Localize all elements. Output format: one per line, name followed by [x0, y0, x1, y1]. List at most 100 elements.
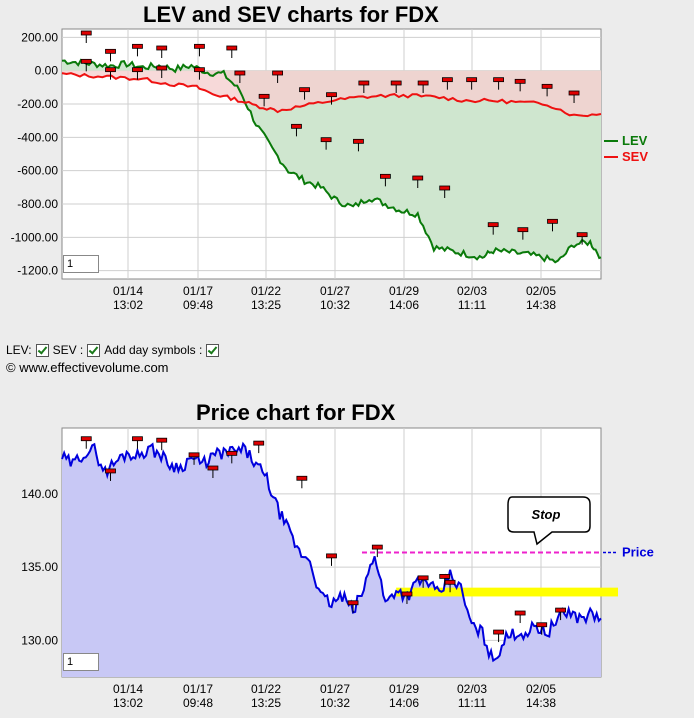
sev-checkbox[interactable] [87, 343, 101, 357]
lev-day-marker [291, 123, 302, 129]
support-band [396, 587, 618, 597]
lev-day-marker [576, 232, 588, 238]
lev-y-tick-label: -400.00 [17, 130, 58, 144]
price-line [61, 441, 602, 663]
lev-day-marker [439, 185, 451, 191]
sev-legend-label: SEV [622, 149, 648, 164]
lev-y-tick-label: -800.00 [17, 197, 58, 211]
price-day-marker [417, 575, 429, 581]
sev-day-marker [299, 87, 310, 93]
lev-line [61, 58, 602, 264]
lev-day-marker [194, 43, 205, 49]
sev-day-marker [493, 77, 504, 83]
lev-checkbox[interactable] [35, 343, 49, 357]
lev-sev-chart: 200.00 0.00 -200.00 -400.00 -600.00 -800.00 -1… [11, 28, 648, 312]
sev-day-marker [417, 80, 429, 86]
lev-x-tick-date: 02/03 [457, 284, 487, 298]
lev-day-marker [547, 218, 558, 224]
lev-day-marker [258, 93, 270, 99]
price-day-marker [80, 436, 92, 442]
chart-options: LEV: SEV : Add day symbols : [6, 343, 221, 357]
lev-day-marker [412, 175, 424, 181]
lev-zoom-input[interactable]: 1 [63, 255, 99, 273]
sev-day-marker [272, 70, 284, 76]
price-x-tick-time: 13:25 [251, 696, 281, 710]
price-zoom-input[interactable]: 1 [63, 653, 99, 671]
price-x-tick-time: 13:02 [113, 696, 143, 710]
lev-x-tick-time: 10:32 [320, 298, 350, 312]
day-symbols-checkbox[interactable] [206, 343, 220, 357]
day-symbols-label: Add day symbols : [104, 343, 203, 357]
price-y-tick-label: 130.00 [21, 633, 58, 647]
price-day-marker [296, 475, 308, 481]
price-x-tick-date: 01/27 [320, 682, 350, 696]
lev-y-tick-label: -1200.0 [17, 264, 58, 278]
price-x-tick-date: 01/17 [183, 682, 213, 696]
sev-day-marker [105, 67, 116, 73]
sev-day-marker [156, 65, 168, 71]
price-day-marker [536, 622, 548, 628]
lev-day-marker [132, 43, 143, 49]
sev-day-marker [514, 78, 526, 84]
lev-x-tick-time: 14:06 [389, 298, 419, 312]
lev-day-marker [517, 227, 529, 233]
sev-day-marker [568, 90, 580, 96]
lev-y-tick-label: 0.00 [35, 64, 59, 78]
sev-day-marker [358, 80, 370, 86]
price-day-marker [156, 437, 168, 443]
price-chart-title: Price chart for FDX [196, 400, 396, 425]
lev-day-marker [487, 222, 499, 228]
price-day-marker [401, 591, 413, 597]
lev-sev-chart-title: LEV and SEV charts for FDX [143, 2, 439, 27]
lev-x-tick-time: 13:25 [251, 298, 281, 312]
lev-legend-label: LEV [622, 133, 648, 148]
stop-callout [507, 496, 591, 546]
lev-x-tick-date: 01/27 [320, 284, 350, 298]
sev-day-marker [326, 92, 337, 98]
price-x-tick-date: 02/05 [526, 682, 556, 696]
price-x-tick-date: 02/03 [457, 682, 487, 696]
price-day-marker [514, 610, 526, 616]
lev-y-tick-label: -600.00 [17, 164, 58, 178]
price-day-marker [226, 450, 238, 456]
price-day-marker [493, 629, 504, 635]
price-day-marker [188, 452, 200, 458]
lev-x-tick-time: 14:38 [526, 298, 556, 312]
price-x-tick-time: 09:48 [183, 696, 213, 710]
price-y-tick-label: 140.00 [21, 487, 58, 501]
price-day-marker [253, 440, 265, 446]
price-day-marker [371, 544, 383, 550]
price-day-marker [555, 607, 566, 613]
price-day-marker [444, 579, 456, 585]
price-x-tick-time: 14:38 [526, 696, 556, 710]
lev-x-tick-date: 02/05 [526, 284, 556, 298]
sev-day-marker [132, 67, 143, 73]
lev-day-marker [226, 45, 238, 51]
sev-day-marker [541, 83, 553, 89]
lev-x-tick-date: 01/17 [183, 284, 213, 298]
lev-y-tick-label: -200.00 [17, 97, 58, 111]
lev-x-tick-date: 01/22 [251, 284, 281, 298]
lev-day-marker [353, 138, 364, 144]
price-day-marker [105, 468, 116, 474]
price-label: Price [622, 545, 654, 560]
sev-day-marker [194, 67, 205, 73]
sev-day-marker [390, 80, 402, 86]
lev-day-marker [320, 137, 332, 143]
price-day-marker [347, 600, 359, 606]
copyright-text: © www.effectivevolume.com [6, 360, 169, 375]
lev-x-tick-time: 11:11 [458, 298, 487, 312]
price-area-fill [62, 443, 601, 677]
lev-y-tick-label: -1000.00 [11, 230, 59, 244]
lev-day-marker [105, 48, 116, 54]
lev-day-marker [379, 173, 391, 179]
price-y-tick-label: 135.00 [21, 560, 58, 574]
lev-x-tick-date: 01/29 [389, 284, 419, 298]
sev-day-marker [234, 70, 246, 76]
lev-day-marker [80, 30, 92, 36]
sev-day-marker [466, 77, 478, 83]
lev-y-tick-label: 200.00 [21, 30, 58, 44]
price-x-tick-time: 10:32 [320, 696, 350, 710]
